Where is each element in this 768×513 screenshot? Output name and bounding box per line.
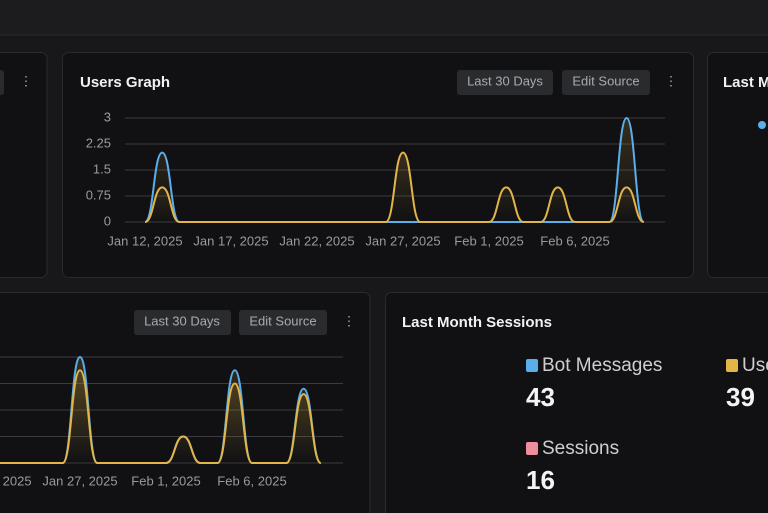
x-tick-label: Jan 12, 2025 [107,233,182,248]
legend-swatch [726,359,738,372]
x-tick-label: Feb 1, 2025 [454,233,523,248]
button[interactable] [239,310,327,335]
menu-icon[interactable]: ⋮ [665,73,678,88]
x-tick-label: Jan 22, 2025 [279,233,354,248]
series-line [0,369,322,464]
stat-value: 43 [526,382,555,412]
x-tick-label: Feb 6, 2025 [217,473,286,488]
series-line [144,151,645,223]
button-label[interactable]: Edit Source [249,313,316,328]
legend-swatch [526,442,538,455]
y-tick-label: 0 [104,213,111,228]
stat-label: Use [742,355,768,376]
legend-swatch [526,359,538,372]
stat-value: 16 [526,465,555,495]
stat-value: 39 [726,382,755,412]
panel [0,52,48,278]
top-bar [0,0,768,35]
button-label[interactable]: Last 30 Days [467,73,543,88]
button[interactable] [562,70,650,95]
button-label[interactable]: Edit Source [572,73,639,88]
x-tick-label: Jan 22, 2025 [0,473,32,488]
y-tick-label: 3 [104,109,111,124]
x-tick-label: Jan 17, 2025 [193,233,268,248]
panel-title: Last M [723,74,768,91]
stat-label: Sessions [542,438,619,459]
button[interactable] [0,70,4,95]
x-tick-label: Feb 6, 2025 [540,233,609,248]
menu-icon[interactable]: ⋮ [20,73,33,88]
stat-label: Bot Messages [542,355,662,376]
y-tick-label: 0.75 [86,187,111,202]
button[interactable] [134,310,231,335]
y-tick-label: 1.5 [93,161,111,176]
button[interactable] [457,70,553,95]
panel-title: Users Graph [80,74,170,91]
series-area [0,370,321,463]
panel [385,292,768,513]
x-tick-label: Jan 27, 2025 [365,233,440,248]
panel-title: Last Month Sessions [402,314,552,331]
legend-dot [758,121,766,129]
button-label[interactable]: Last 30 Days [144,313,220,328]
x-tick-label: Jan 27, 2025 [42,473,117,488]
menu-icon[interactable]: ⋮ [343,313,356,328]
panel [707,52,768,278]
y-tick-label: 2.25 [86,135,111,150]
x-tick-label: Feb 1, 2025 [131,473,200,488]
